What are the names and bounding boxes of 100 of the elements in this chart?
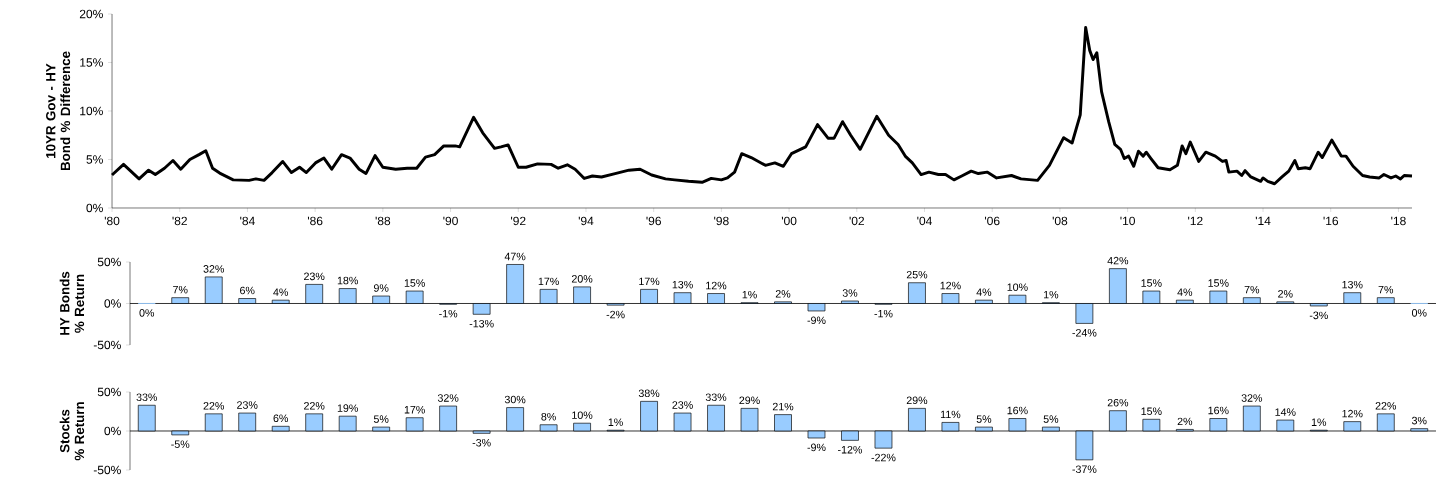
- x-tick-label: '02: [849, 216, 865, 226]
- data-label: 18%: [337, 276, 358, 285]
- x-tick-label: '18: [1391, 216, 1406, 226]
- data-label: 14%: [1275, 408, 1296, 416]
- y-tick-label: 15%: [80, 58, 103, 67]
- data-label: 13%: [672, 280, 693, 289]
- data-label: 26%: [1107, 398, 1129, 407]
- data-label: 15%: [1141, 279, 1162, 287]
- data-label: 23%: [237, 401, 258, 409]
- x-tick-label: '14: [1255, 216, 1271, 225]
- data-label: 29%: [906, 396, 928, 405]
- data-label: 13%: [1342, 280, 1363, 289]
- data-label: 23%: [304, 272, 325, 281]
- x-tick-label: '00: [781, 216, 797, 226]
- x-tick-label: '98: [714, 216, 729, 226]
- data-label: 5%: [976, 415, 992, 423]
- data-label: -9%: [807, 316, 826, 325]
- x-tick-label: '06: [985, 216, 1000, 226]
- data-label: 10%: [1007, 283, 1028, 291]
- x-tick-label: '80: [104, 216, 120, 226]
- x-tick-label: '10: [1120, 216, 1135, 226]
- data-label: 17%: [404, 406, 425, 414]
- data-label: 4%: [1177, 288, 1193, 296]
- data-label: 15%: [1141, 407, 1162, 416]
- data-label: -3%: [472, 438, 491, 447]
- y-axis-title: Stocks % Return: [59, 402, 85, 461]
- data-label: -37%: [1072, 465, 1097, 473]
- data-label: 6%: [240, 286, 255, 295]
- y-tick-label: -50%: [93, 340, 121, 350]
- y-tick-label: 0%: [104, 299, 121, 308]
- y-tick-label: 0%: [104, 426, 121, 436]
- data-label: 12%: [706, 281, 727, 290]
- data-label: 29%: [739, 396, 760, 405]
- data-label: 23%: [672, 401, 693, 409]
- data-label: 9%: [373, 284, 389, 292]
- data-label: -9%: [807, 443, 826, 452]
- data-label: 33%: [705, 393, 727, 401]
- x-tick-label: '12: [1188, 216, 1203, 226]
- data-label: 11%: [940, 410, 961, 419]
- x-tick-label: '08: [1052, 216, 1068, 226]
- data-label: 32%: [1241, 394, 1263, 402]
- data-label: 4%: [273, 288, 289, 296]
- data-label: 8%: [541, 412, 556, 421]
- data-label: 22%: [203, 402, 225, 410]
- data-label: 5%: [373, 415, 389, 423]
- data-label: 4%: [976, 288, 992, 296]
- data-label: 47%: [504, 252, 526, 261]
- x-tick-label: '86: [307, 216, 323, 226]
- data-label: -2%: [606, 310, 625, 319]
- data-label: -5%: [171, 440, 190, 448]
- y-tick-label: 20%: [79, 9, 103, 19]
- data-label: 42%: [1107, 256, 1129, 265]
- data-label: 7%: [1244, 285, 1260, 294]
- data-label: 17%: [538, 277, 559, 286]
- x-tick-label: '82: [172, 216, 187, 226]
- data-label: 16%: [1208, 406, 1229, 415]
- data-label: 2%: [1278, 290, 1293, 298]
- data-label: 2%: [1177, 417, 1193, 426]
- data-label: 12%: [1342, 409, 1363, 418]
- data-label: -1%: [439, 309, 458, 318]
- data-label: -24%: [1072, 329, 1097, 337]
- x-tick-label: '96: [646, 216, 661, 226]
- y-axis-title: 10YR Gov - HY Bond % Difference: [46, 51, 71, 171]
- data-label: 32%: [437, 394, 459, 402]
- x-tick-label: '94: [578, 216, 594, 226]
- data-label: 1%: [1311, 418, 1327, 426]
- data-label: 12%: [940, 281, 961, 290]
- data-label: 32%: [203, 265, 225, 273]
- data-label: -3%: [1309, 311, 1328, 320]
- x-tick-label: '84: [240, 216, 255, 226]
- data-label: -13%: [469, 319, 494, 328]
- data-label: 15%: [404, 279, 425, 287]
- data-label: 22%: [304, 402, 325, 410]
- data-label: 17%: [639, 277, 660, 286]
- data-label: 30%: [504, 395, 526, 404]
- data-label: -1%: [874, 309, 893, 318]
- data-label: 1%: [608, 418, 623, 426]
- data-label: 22%: [1375, 402, 1397, 410]
- data-label: 2%: [775, 290, 791, 298]
- data-label: 3%: [1411, 416, 1427, 425]
- data-label: 15%: [1208, 279, 1229, 287]
- data-label: 19%: [337, 404, 358, 412]
- x-tick-label: '88: [375, 216, 391, 226]
- y-axis-title: HY Bonds % Return: [59, 271, 85, 335]
- data-label: 1%: [1044, 290, 1059, 299]
- x-tick-label: '92: [511, 216, 526, 226]
- data-label: 0%: [139, 309, 155, 317]
- data-label: 25%: [906, 270, 928, 279]
- y-tick-label: 0%: [86, 203, 103, 213]
- y-tick-label: 50%: [97, 257, 121, 267]
- data-label: 38%: [638, 389, 660, 398]
- data-label: 3%: [842, 289, 858, 297]
- data-label: 21%: [772, 402, 794, 411]
- data-label: 7%: [173, 285, 188, 294]
- data-label: -12%: [838, 445, 863, 454]
- data-label: 7%: [1378, 285, 1394, 294]
- x-tick-label: '16: [1323, 216, 1339, 226]
- data-label: 1%: [742, 290, 757, 299]
- x-tick-label: '04: [917, 216, 932, 226]
- data-label: -22%: [871, 453, 896, 462]
